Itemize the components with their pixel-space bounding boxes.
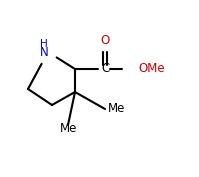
- Text: Me: Me: [108, 102, 125, 116]
- Text: H: H: [40, 39, 48, 49]
- Text: Me: Me: [60, 122, 77, 136]
- Text: OMe: OMe: [138, 62, 165, 76]
- Text: N: N: [40, 47, 48, 59]
- Text: O: O: [100, 35, 110, 47]
- Text: C: C: [101, 62, 109, 76]
